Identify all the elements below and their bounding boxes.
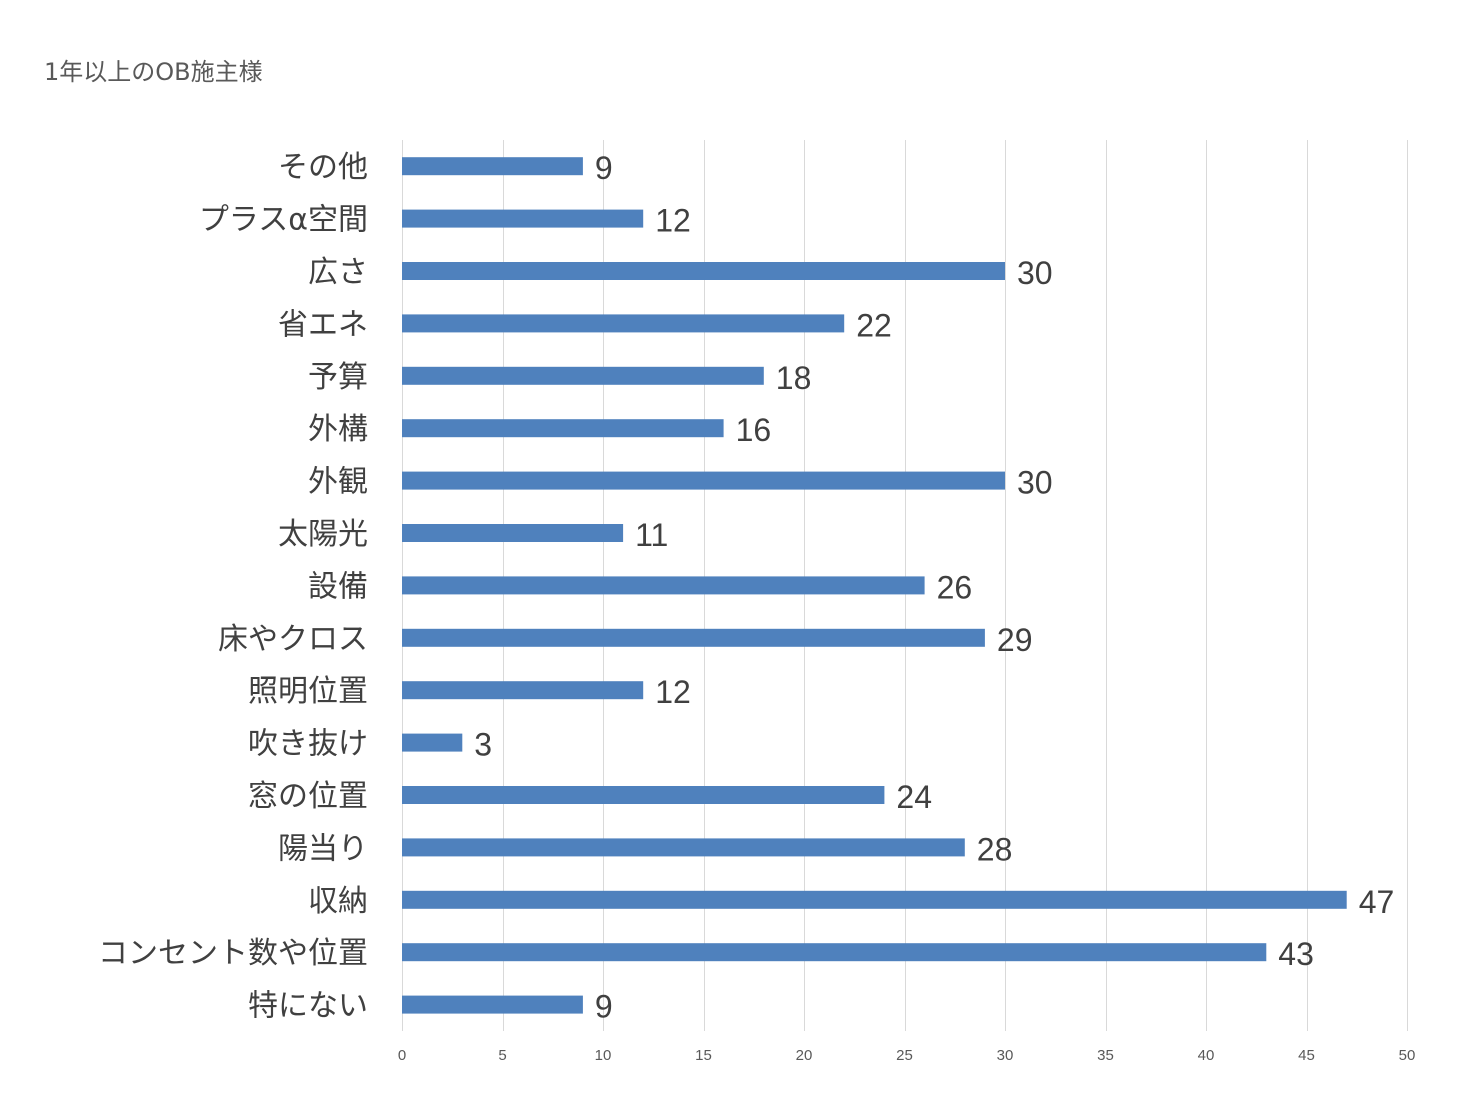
category-label: 照明位置	[248, 674, 368, 709]
data-label: 11	[635, 517, 668, 553]
bar	[402, 995, 583, 1014]
data-label: 43	[1278, 936, 1314, 972]
x-tick-label: 10	[595, 1047, 612, 1064]
data-label: 26	[937, 569, 973, 605]
category-label: 外観	[308, 465, 368, 500]
data-label: 16	[736, 412, 772, 448]
x-tick-label: 35	[1097, 1047, 1114, 1064]
chart-title: 1年以上のOB施主様	[44, 58, 263, 86]
data-label: 29	[997, 622, 1033, 658]
category-label: 窓の位置	[248, 779, 368, 814]
bar	[402, 209, 644, 228]
data-label: 12	[655, 203, 691, 239]
bar	[402, 366, 764, 385]
category-label: プラスα空間	[199, 203, 368, 238]
x-tick-label: 30	[997, 1047, 1014, 1064]
data-label: 9	[595, 150, 613, 186]
data-label: 24	[896, 779, 932, 815]
bar	[402, 576, 925, 595]
bar	[402, 157, 583, 176]
bar	[402, 262, 1005, 280]
data-label: 30	[1017, 255, 1053, 291]
category-label: 特にない	[248, 989, 368, 1024]
category-label: 予算	[308, 360, 368, 395]
category-labels: その他プラスα空間広さ省エネ予算外構外観太陽光設備床やクロス照明位置吹き抜け窓の…	[98, 150, 368, 1023]
category-label: 外構	[308, 412, 368, 447]
data-label: 22	[856, 307, 892, 343]
category-label: 床やクロス	[218, 622, 368, 657]
category-label: 省エネ	[278, 307, 368, 342]
x-tick-label: 40	[1198, 1047, 1215, 1064]
bar	[402, 786, 885, 804]
category-label: 太陽光	[278, 517, 368, 552]
category-label: 設備	[308, 569, 368, 604]
bar	[402, 314, 845, 333]
bar	[402, 890, 1347, 909]
bar	[402, 471, 1005, 490]
x-tick-label: 0	[398, 1047, 406, 1064]
x-axis-ticks: 0 5 10 15 20 25 30 35 40 45 50	[398, 1047, 1416, 1064]
data-label: 18	[776, 360, 812, 396]
category-label: コンセント数や位置	[98, 936, 368, 971]
bar	[402, 733, 463, 752]
x-tick-label: 45	[1298, 1047, 1315, 1064]
x-tick-label: 50	[1399, 1047, 1416, 1064]
data-label: 9	[595, 989, 613, 1025]
bar	[402, 838, 965, 857]
data-label: 30	[1017, 465, 1053, 501]
x-tick-label: 20	[796, 1047, 813, 1064]
bar	[402, 628, 985, 647]
data-label: 47	[1359, 884, 1395, 920]
bars	[402, 157, 1347, 1014]
bar	[402, 943, 1267, 962]
x-tick-label: 5	[498, 1047, 506, 1064]
x-tick-label: 15	[695, 1047, 712, 1064]
bar	[402, 524, 624, 542]
category-label: 陽当り	[278, 831, 368, 866]
data-label: 3	[474, 727, 492, 763]
category-label: 吹き抜け	[248, 727, 368, 762]
x-tick-label: 25	[896, 1047, 913, 1064]
data-label: 28	[977, 831, 1013, 867]
category-label: その他	[278, 150, 368, 185]
category-label: 広さ	[308, 255, 368, 290]
bar	[402, 681, 644, 700]
bar	[402, 419, 724, 438]
data-label: 12	[655, 674, 691, 710]
category-label: 収納	[308, 884, 368, 919]
